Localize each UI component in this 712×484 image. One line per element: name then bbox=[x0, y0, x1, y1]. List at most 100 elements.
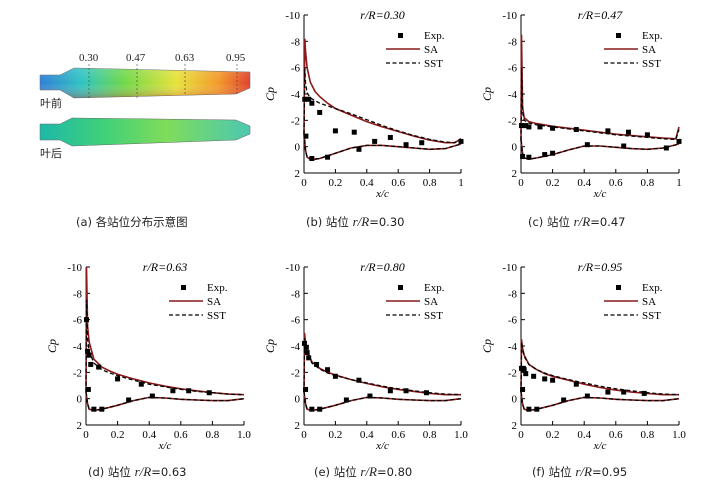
y-tick-label: -2 bbox=[508, 367, 517, 379]
exp-marker bbox=[641, 390, 647, 396]
caption-c-prefix: (c) 站位 bbox=[528, 215, 574, 229]
exp-marker bbox=[309, 156, 315, 162]
legend-sa-label: SA bbox=[642, 44, 656, 56]
caption-b-prefix: (b) 站位 bbox=[306, 215, 353, 229]
y-tick-label: -6 bbox=[508, 315, 518, 327]
exp-marker bbox=[325, 367, 331, 373]
legend-sst-label: SST bbox=[424, 58, 443, 70]
exp-marker bbox=[325, 154, 331, 160]
exp-marker bbox=[403, 388, 409, 394]
legend-sa-label: SA bbox=[642, 296, 656, 308]
exp-marker bbox=[303, 133, 309, 139]
exp-marker bbox=[356, 146, 362, 152]
x-tick-label: 0.8 bbox=[641, 429, 655, 441]
exp-marker bbox=[526, 124, 532, 130]
legend-exp-marker bbox=[181, 285, 186, 290]
y-tick-label: -10 bbox=[502, 10, 517, 22]
y-tick-label: -4 bbox=[508, 89, 518, 101]
chart-title: r/R=0.30 bbox=[360, 8, 404, 22]
x-tick-label: 0.8 bbox=[206, 429, 220, 441]
legend-sa-label: SA bbox=[207, 296, 221, 308]
y-axis-label: Cp bbox=[263, 87, 277, 101]
y-tick-label: -4 bbox=[508, 341, 518, 353]
exp-marker bbox=[306, 96, 312, 102]
exp-marker bbox=[86, 352, 92, 358]
exp-marker bbox=[356, 377, 362, 383]
exp-marker bbox=[170, 388, 176, 394]
y-tick-label: -2 bbox=[73, 367, 82, 379]
x-tick-label: 1 bbox=[458, 177, 464, 189]
exp-marker bbox=[126, 397, 132, 403]
exp-marker bbox=[138, 381, 144, 387]
series-line-sa-suction bbox=[520, 339, 679, 396]
y-tick-label: 0 bbox=[77, 394, 83, 406]
caption-d-suffix: =0.63 bbox=[151, 465, 187, 479]
station-label-4: 0.95 bbox=[226, 52, 246, 64]
exp-marker bbox=[542, 376, 548, 382]
exp-marker bbox=[605, 128, 611, 134]
x-tick-label: 0.6 bbox=[391, 177, 405, 189]
exp-marker bbox=[343, 397, 349, 403]
y-tick-label: -10 bbox=[285, 10, 300, 22]
y-tick-label: 2 bbox=[512, 420, 518, 432]
y-tick-label: -8 bbox=[73, 288, 83, 300]
exp-marker bbox=[387, 388, 393, 394]
exp-marker bbox=[85, 348, 91, 354]
exp-marker bbox=[186, 388, 192, 394]
caption-e-var: r/R bbox=[360, 464, 377, 479]
pressure-side-label: 叶前 bbox=[40, 97, 62, 110]
x-tick-label: 0.2 bbox=[329, 177, 343, 189]
x-axis-label: x/c bbox=[375, 188, 389, 200]
exp-marker bbox=[520, 386, 526, 392]
series-line-sst-pressure bbox=[303, 392, 462, 412]
caption-a-text: (a) 各站位分布示意图 bbox=[76, 215, 188, 229]
exp-marker bbox=[88, 361, 94, 367]
legend-sst-label: SST bbox=[424, 310, 443, 322]
y-axis-label: Cp bbox=[480, 87, 494, 101]
x-tick-label: 0.6 bbox=[391, 429, 405, 441]
exp-marker bbox=[367, 393, 373, 399]
legend-exp-marker bbox=[398, 33, 403, 38]
exp-marker bbox=[573, 127, 579, 133]
y-tick-label: -6 bbox=[508, 63, 518, 75]
exp-marker bbox=[423, 390, 429, 396]
legend-exp-label: Exp. bbox=[642, 30, 663, 42]
exp-marker bbox=[85, 386, 91, 392]
legend-sst-label: SST bbox=[207, 310, 226, 322]
series-line-sst-pressure bbox=[520, 392, 680, 412]
exp-marker bbox=[206, 390, 212, 396]
x-tick-label: 0.2 bbox=[546, 429, 560, 441]
exp-marker bbox=[621, 143, 627, 149]
legend-sa-label: SA bbox=[424, 296, 438, 308]
exp-marker bbox=[317, 406, 323, 412]
series-line-sst-suction bbox=[303, 67, 462, 144]
exp-marker bbox=[605, 389, 611, 395]
x-tick-label: 0.4 bbox=[360, 429, 374, 441]
y-tick-label: -4 bbox=[73, 341, 83, 353]
blade-schematic bbox=[39, 64, 251, 147]
exp-marker bbox=[520, 154, 526, 160]
exp-marker bbox=[561, 397, 567, 403]
exp-marker bbox=[372, 138, 378, 144]
x-axis-label: x/c bbox=[375, 440, 389, 452]
caption-b-suffix: =0.30 bbox=[369, 215, 405, 229]
station-label-3: 0.63 bbox=[175, 52, 195, 64]
caption-f-var: r/R bbox=[575, 464, 592, 479]
exp-marker bbox=[314, 361, 320, 367]
legend-exp-label: Exp. bbox=[207, 282, 228, 294]
caption-c: (c) 站位 r/R=0.47 bbox=[528, 214, 625, 230]
y-tick-label: 0 bbox=[295, 394, 301, 406]
series-line-sa-pressure bbox=[85, 391, 245, 412]
station-label-1: 0.30 bbox=[79, 52, 99, 64]
exp-marker bbox=[625, 129, 631, 135]
series-line-sst-suction bbox=[85, 299, 245, 396]
x-tick-label: 0.4 bbox=[577, 429, 591, 441]
legend-exp-label: Exp. bbox=[642, 282, 663, 294]
y-tick-label: 2 bbox=[512, 168, 518, 180]
exp-marker bbox=[302, 96, 308, 102]
y-tick-label: -6 bbox=[73, 315, 83, 327]
x-tick-label: 0.2 bbox=[111, 429, 125, 441]
x-tick-label: 0 bbox=[83, 429, 89, 441]
exp-marker bbox=[419, 140, 425, 146]
